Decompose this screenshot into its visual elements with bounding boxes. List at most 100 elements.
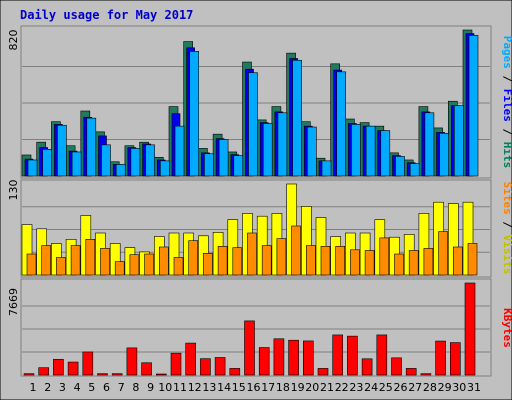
- visits-bar-sites-day-20: [305, 245, 316, 276]
- kbytes-gridlines: [22, 305, 490, 353]
- visits-side-label-part: Visits: [501, 235, 512, 275]
- day-tick-7: 7: [118, 381, 125, 394]
- kbytes-bar-kbytes-day-4: [67, 361, 79, 376]
- visits-panel: 130 Sites / Visits: [7, 179, 512, 278]
- day-tick-5: 5: [88, 381, 95, 394]
- day-tick-21: 21: [320, 381, 334, 394]
- day-tick-9: 9: [147, 381, 154, 394]
- hits-bar-pages-day-11: [174, 125, 185, 177]
- hits-panel: 820 Pages / Files / Hits: [7, 25, 512, 179]
- visits-bar-sites-day-22: [335, 246, 346, 276]
- visits-bar-sites-day-1: [26, 253, 37, 276]
- kbytes-bar-kbytes-day-27: [405, 368, 417, 376]
- hits-side-label-part: /: [501, 69, 512, 89]
- hits-bar-pages-day-20: [306, 126, 317, 177]
- day-tick-23: 23: [349, 381, 363, 394]
- kbytes-bar-kbytes-day-12: [185, 342, 196, 376]
- visits-bar-sites-day-15: [232, 247, 243, 276]
- kbytes-bar-kbytes-day-20: [302, 340, 314, 376]
- kbytes-bar-kbytes-day-25: [376, 334, 388, 376]
- kbytes-bar-kbytes-day-21: [317, 368, 329, 376]
- visits-bar-sites-day-29: [438, 231, 448, 276]
- hits-bar-pages-day-28: [424, 112, 435, 177]
- visits-bar-sites-day-4: [70, 245, 81, 276]
- kbytes-bar-kbytes-day-8: [126, 347, 138, 376]
- visits-side-label-part: Sites: [501, 182, 512, 215]
- kbytes-bar-kbytes-day-29: [435, 340, 446, 376]
- hits-bar-pages-day-25: [380, 130, 391, 177]
- day-tick-31: 31: [467, 381, 481, 394]
- kbytes-bar-kbytes-day-22: [332, 334, 344, 376]
- hits-bar-pages-day-8: [130, 148, 141, 177]
- hits-bar-pages-day-18: [277, 112, 288, 177]
- hits-bar-pages-day-16: [248, 72, 258, 177]
- hits-bar-pages-day-21: [321, 160, 332, 177]
- visits-bar-sites-day-8: [129, 254, 140, 276]
- kbytes-bars: [23, 282, 476, 376]
- kbytes-bar-kbytes-day-13: [200, 358, 211, 376]
- hits-bar-pages-day-9: [145, 144, 155, 177]
- visits-bar-sites-day-28: [423, 248, 434, 276]
- visits-bar-sites-day-12: [188, 240, 198, 276]
- kbytes-bar-kbytes-day-23: [347, 335, 358, 376]
- visits-bar-sites-day-5: [85, 239, 96, 276]
- day-tick-12: 12: [188, 381, 202, 394]
- visits-bar-sites-day-7: [114, 261, 125, 276]
- visits-bar-sites-day-19: [291, 225, 301, 276]
- hits-bar-pages-day-30: [453, 105, 464, 177]
- hits-bar-pages-day-6: [101, 144, 111, 177]
- day-tick-30: 30: [452, 381, 466, 394]
- kbytes-bar-kbytes-day-30: [449, 342, 461, 376]
- visits-bar-sites-day-24: [364, 250, 375, 276]
- kbytes-bar-kbytes-day-17: [258, 347, 270, 376]
- hits-bar-pages-day-13: [204, 153, 214, 177]
- hits-side-label-part: Hits: [501, 142, 512, 169]
- day-tick-15: 15: [232, 381, 246, 394]
- visits-bar-sites-day-3: [56, 257, 66, 276]
- hits-bar-pages-day-12: [189, 51, 199, 177]
- day-tick-14: 14: [217, 381, 231, 394]
- kbytes-bar-kbytes-day-15: [229, 368, 241, 376]
- day-tick-4: 4: [74, 381, 81, 394]
- hits-bar-pages-day-10: [160, 160, 170, 177]
- visits-side-label: Sites / Visits: [501, 182, 512, 275]
- day-tick-6: 6: [103, 381, 110, 394]
- visits-max-label: 130: [7, 180, 20, 201]
- day-tick-18: 18: [276, 381, 290, 394]
- day-tick-2: 2: [44, 381, 51, 394]
- day-tick-17: 17: [261, 381, 275, 394]
- day-tick-27: 27: [408, 381, 422, 394]
- kbytes-max-label: 7669: [7, 288, 20, 316]
- hits-side-label-part: Pages: [501, 36, 512, 69]
- visits-bar-sites-day-31: [467, 243, 478, 276]
- chart-title: Daily usage for May 2017: [20, 8, 193, 22]
- day-tick-24: 24: [364, 381, 378, 394]
- kbytes-bar-kbytes-day-18: [273, 338, 285, 376]
- kbytes-bar-kbytes-day-26: [391, 357, 402, 376]
- hits-bar-pages-day-19: [292, 59, 302, 177]
- visits-bar-sites-day-16: [247, 232, 257, 276]
- hits-bar-pages-day-7: [115, 164, 126, 177]
- visits-side-label-part: /: [501, 215, 512, 235]
- kbytes-panel: 7669 KBytes: [7, 278, 512, 377]
- hits-bar-pages-day-26: [395, 156, 405, 177]
- kbytes-bar-kbytes-day-28: [420, 373, 432, 376]
- kbytes-bar-kbytes-day-31: [464, 282, 476, 376]
- hits-bar-pages-day-23: [351, 124, 361, 177]
- hits-side-label-part: Files: [501, 89, 512, 122]
- hits-bar-pages-day-27: [409, 163, 420, 177]
- kbytes-bar-kbytes-day-3: [53, 358, 64, 376]
- kbytes-bar-kbytes-day-2: [38, 367, 50, 376]
- day-tick-29: 29: [438, 381, 452, 394]
- day-tick-22: 22: [335, 381, 349, 394]
- hits-max-label: 820: [7, 30, 20, 51]
- kbytes-side-label: KBytes: [501, 308, 512, 348]
- visits-bar-sites-day-18: [276, 238, 287, 276]
- visits-bar-sites-day-13: [203, 253, 213, 276]
- hits-bar-pages-day-24: [365, 125, 376, 177]
- day-tick-8: 8: [132, 381, 139, 394]
- hits-bar-pages-day-14: [218, 139, 229, 177]
- hits-bar-pages-day-5: [86, 117, 97, 177]
- day-tick-20: 20: [305, 381, 319, 394]
- hits-bar-pages-day-29: [439, 132, 449, 177]
